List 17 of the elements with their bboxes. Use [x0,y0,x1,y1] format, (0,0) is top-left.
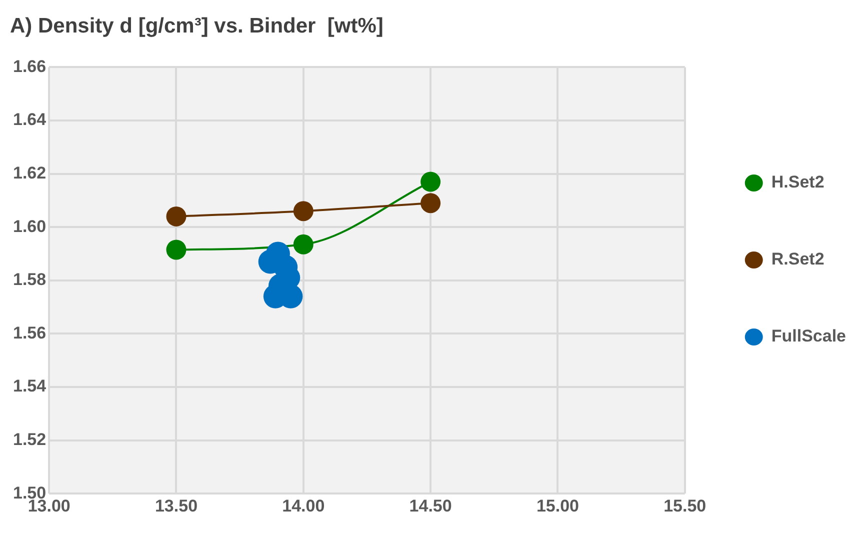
y-tick-label: 1.52 [12,430,46,449]
x-tick-label: 14.00 [282,496,325,516]
y-tick-label: 1.54 [12,376,47,396]
x-tick-label: 15.50 [664,496,706,516]
chart-title: A) Density d [g/cm³] vs. Binder [wt%] [10,14,384,38]
y-tick-label: 1.66 [12,56,46,76]
legend-label: H.Set2 [771,172,824,192]
y-tick-label: 1.60 [12,216,46,236]
y-tick-label: 1.56 [12,323,46,342]
y-tick-label: 1.64 [12,110,47,130]
legend-label: R.Set2 [771,250,824,269]
y-tick-label: 1.62 [12,163,46,182]
x-tick-label: 13.50 [154,496,198,516]
legend-label: FullScale [771,326,846,346]
x-tick-label: 14.50 [409,496,452,516]
x-tick-label: 15.00 [536,496,579,516]
y-tick-label: 1.58 [12,270,46,290]
